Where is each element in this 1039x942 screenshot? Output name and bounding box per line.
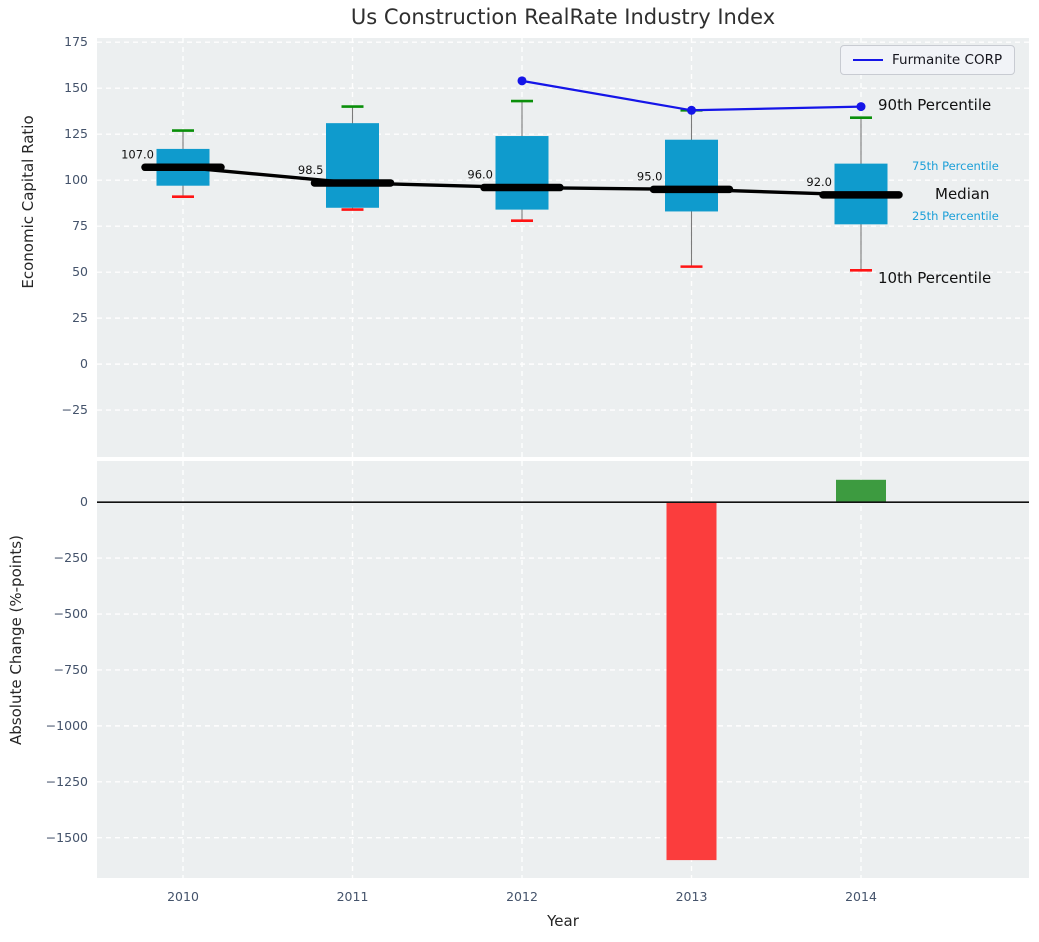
annotation-75th-percentile: 75th Percentile <box>912 159 999 173</box>
company-marker <box>856 102 866 112</box>
y-tick-label: −500 <box>53 606 88 622</box>
bar-negative <box>666 502 717 861</box>
legend-label: Furmanite CORP <box>892 52 1003 68</box>
annotation-90th-percentile: 90th Percentile <box>878 96 992 114</box>
median-value-label: 98.5 <box>298 163 324 177</box>
annotation-25th-percentile: 25th Percentile <box>912 209 999 223</box>
y-tick-label: −750 <box>53 661 88 677</box>
x-tick-label: 2010 <box>167 889 199 904</box>
y-tick-label: −1500 <box>45 829 88 845</box>
annotation-10th-percentile: 10th Percentile <box>878 269 992 287</box>
legend: Furmanite CORP <box>840 45 1016 75</box>
legend-line-sample-icon <box>853 59 883 61</box>
y-tick-label: −25 <box>61 402 88 418</box>
y-tick-label: −1000 <box>45 717 88 733</box>
box <box>495 136 549 210</box>
box <box>326 123 379 208</box>
annotation-median: Median <box>935 185 990 203</box>
y-tick-label: −250 <box>53 550 88 566</box>
y-tick-label: 50 <box>72 264 88 280</box>
median-value-label: 92.0 <box>806 175 832 189</box>
box <box>665 139 718 212</box>
median-value-label: 96.0 <box>467 168 493 182</box>
bottom-panel <box>97 461 1029 878</box>
y-tick-label: 0 <box>80 356 88 372</box>
x-tick-label: 2013 <box>675 889 708 904</box>
x-tick-label: 2014 <box>845 889 877 904</box>
y-tick-label: 125 <box>64 126 88 142</box>
y-tick-label: 175 <box>64 34 88 50</box>
y-tick-label: 150 <box>64 80 88 96</box>
y-tick-label: 100 <box>64 172 88 188</box>
x-tick-label: 2011 <box>336 889 369 904</box>
median-value-label: 95.0 <box>637 169 663 183</box>
bar-positive <box>836 479 886 503</box>
y-tick-label: 0 <box>80 494 88 510</box>
y-tick-label: 75 <box>72 218 88 234</box>
chart-title: Us Construction RealRate Industry Index <box>350 5 776 29</box>
top-panel: 107.0 98.5 96.0 95.0 92.0 <box>97 38 1029 457</box>
x-tick-label: 2012 <box>506 889 538 904</box>
company-marker <box>687 105 696 115</box>
y-tick-label: −1250 <box>45 773 88 789</box>
y-tick-label: 25 <box>72 310 88 326</box>
median-value-label: 107.0 <box>121 147 154 161</box>
boxplot-chart: 107.0 98.5 96.0 95.0 92.0 <box>97 38 1029 457</box>
x-axis-label: Year <box>547 912 579 930</box>
bottom-y-axis-label: Absolute Change (%-points) <box>7 535 25 745</box>
company-marker <box>517 76 527 86</box>
bar-chart <box>97 461 1029 878</box>
